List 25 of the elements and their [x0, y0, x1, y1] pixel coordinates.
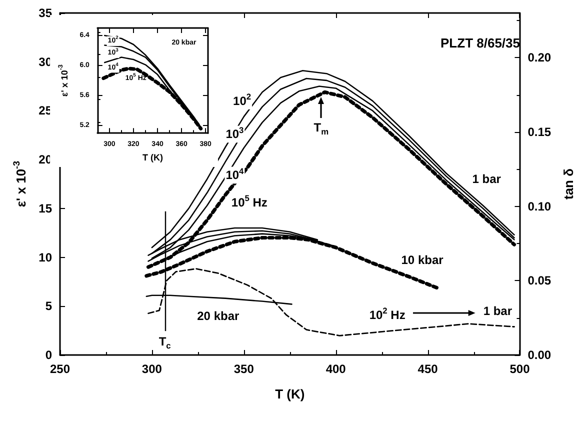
x-tick-label: 300 — [142, 362, 162, 376]
x-tick-label: 400 — [326, 362, 346, 376]
y2-axis-title: tan δ — [561, 168, 576, 200]
y2-tick-label: 0.10 — [528, 199, 552, 214]
y-tick-label: 35 — [38, 6, 52, 20]
y-tick-label: 0 — [45, 348, 52, 362]
y-axis-title: ε' x 10-3 — [11, 160, 28, 208]
x-tick-label: 500 — [510, 362, 530, 376]
annotation: 1 bar — [472, 172, 502, 186]
text: PLZT 8/65/35 — [440, 36, 520, 50]
y-tick-label: 15 — [38, 201, 52, 216]
annotation: 10 kbar — [401, 253, 444, 268]
y2-tick-label: 0.05 — [528, 274, 552, 288]
annotation: 1 bar — [483, 304, 512, 318]
x-tick-label: 450 — [418, 362, 438, 376]
y2-tick-label: 0.15 — [528, 124, 552, 139]
annotation: 20 kbar — [197, 308, 240, 323]
x-axis-title: T (K) — [275, 386, 305, 402]
y2-tick-label: 0.20 — [528, 50, 552, 65]
x-tick-label: 350 — [234, 362, 254, 376]
y-tick-label: 5 — [45, 299, 52, 314]
y2-tick-label: 0.00 — [528, 348, 552, 362]
y-tick-label: 10 — [38, 250, 52, 264]
x-axis-title: T (K) — [142, 152, 163, 162]
x-tick-label: 250 — [50, 362, 70, 376]
